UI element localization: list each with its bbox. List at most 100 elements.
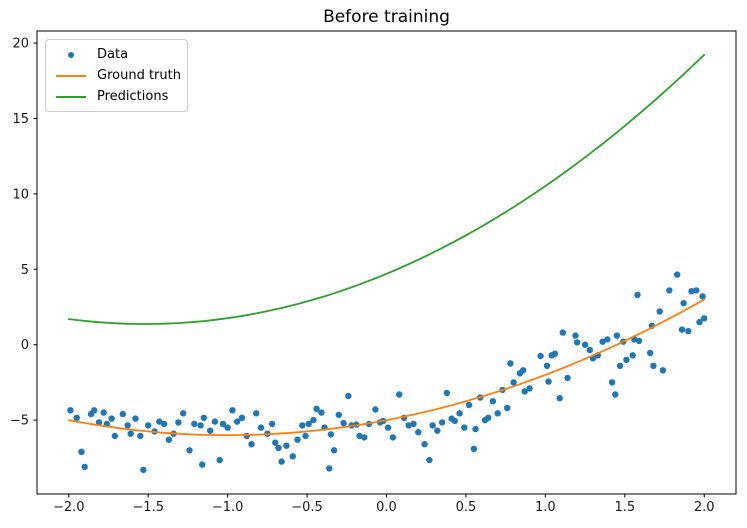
data-point	[510, 379, 517, 386]
data-point	[685, 327, 692, 335]
data-point	[616, 362, 624, 369]
data-point	[405, 422, 412, 429]
data-point	[211, 418, 219, 425]
data-point	[356, 432, 363, 440]
data-point	[299, 422, 306, 429]
data-point	[326, 465, 333, 472]
data-point	[443, 389, 451, 397]
x-tick-label: −1.5	[132, 500, 164, 515]
data-point	[191, 420, 198, 428]
data-point	[207, 427, 214, 434]
line-swatch-icon	[54, 95, 88, 98]
data-point	[608, 379, 616, 386]
data-point	[572, 332, 579, 339]
data-point	[305, 420, 312, 428]
data-point	[470, 445, 478, 452]
data-point	[238, 414, 246, 421]
data-point	[678, 326, 686, 333]
data-point	[81, 463, 88, 471]
data-point	[659, 367, 667, 374]
x-axis: −2.0 −1.5 −1.0 −0.5 0.0 0.5 1.0 1.5 2.0	[53, 494, 715, 515]
data-point	[111, 432, 119, 440]
data-point	[701, 315, 708, 322]
x-tick-label: 0.5	[456, 500, 477, 515]
data-point	[519, 367, 527, 374]
y-axis: −5 0 5 10 15 20	[10, 37, 37, 429]
data-point	[216, 456, 223, 464]
legend-label-predictions: Predictions	[97, 89, 169, 104]
data-point	[275, 444, 282, 452]
data-point	[634, 291, 641, 299]
data-point	[302, 432, 309, 440]
data-point	[137, 432, 144, 440]
legend-item-predictions: Predictions	[54, 86, 179, 107]
data-point	[140, 466, 147, 474]
data-point	[361, 434, 368, 441]
data-point	[693, 287, 700, 294]
data-point	[73, 414, 80, 421]
data-point	[656, 308, 663, 315]
data-point	[108, 415, 115, 422]
data-point	[680, 300, 687, 307]
data-point	[180, 410, 187, 417]
data-point	[434, 427, 441, 434]
data-point	[410, 420, 417, 428]
data-point	[556, 395, 563, 402]
data-point	[340, 419, 347, 427]
x-tick-label: −0.5	[291, 500, 323, 515]
data-point	[559, 329, 566, 336]
data-point	[197, 422, 204, 429]
data-point	[396, 391, 403, 398]
data-point	[545, 378, 552, 385]
y-tick-label: 15	[12, 112, 29, 127]
data-point	[127, 430, 134, 437]
data-point	[95, 419, 103, 426]
data-point	[313, 405, 320, 412]
data-point	[156, 418, 163, 425]
data-point	[229, 407, 236, 414]
x-tick-label: −1.0	[212, 500, 244, 515]
data-point	[456, 410, 463, 417]
x-tick-label: 2.0	[694, 500, 715, 515]
data-point	[586, 346, 593, 354]
data-point	[504, 404, 511, 412]
data-point	[629, 352, 636, 359]
data-point	[318, 409, 325, 416]
data-point	[543, 362, 551, 369]
data-point	[294, 436, 301, 443]
data-point	[119, 410, 127, 418]
data-point	[335, 411, 342, 418]
data-point	[199, 461, 206, 468]
data-point	[699, 293, 706, 300]
data-point	[124, 422, 131, 429]
data-point	[67, 407, 74, 414]
data-point	[623, 356, 630, 363]
data-point	[268, 420, 276, 428]
y-tick-label: 10	[12, 187, 29, 202]
data-point	[581, 341, 589, 348]
data-point	[283, 442, 290, 449]
data-point	[465, 401, 473, 409]
data-point	[132, 415, 139, 422]
data-point	[472, 425, 479, 433]
y-tick-label: 5	[21, 263, 29, 278]
data-point	[551, 350, 559, 357]
data-point	[272, 439, 279, 446]
data-point	[521, 388, 528, 395]
data-point	[421, 441, 428, 448]
data-point	[415, 429, 422, 436]
x-tick-label: −2.0	[53, 500, 85, 515]
data-point	[234, 418, 241, 425]
data-point	[429, 422, 436, 429]
data-point	[175, 419, 182, 426]
data-point	[612, 391, 619, 398]
data-point	[345, 392, 352, 400]
x-tick-label: 1.5	[614, 500, 635, 515]
data-point	[219, 420, 227, 428]
data-point	[537, 352, 544, 360]
data-point	[674, 271, 681, 278]
data-point	[613, 332, 621, 339]
data-point	[165, 436, 173, 443]
data-point	[186, 447, 193, 454]
